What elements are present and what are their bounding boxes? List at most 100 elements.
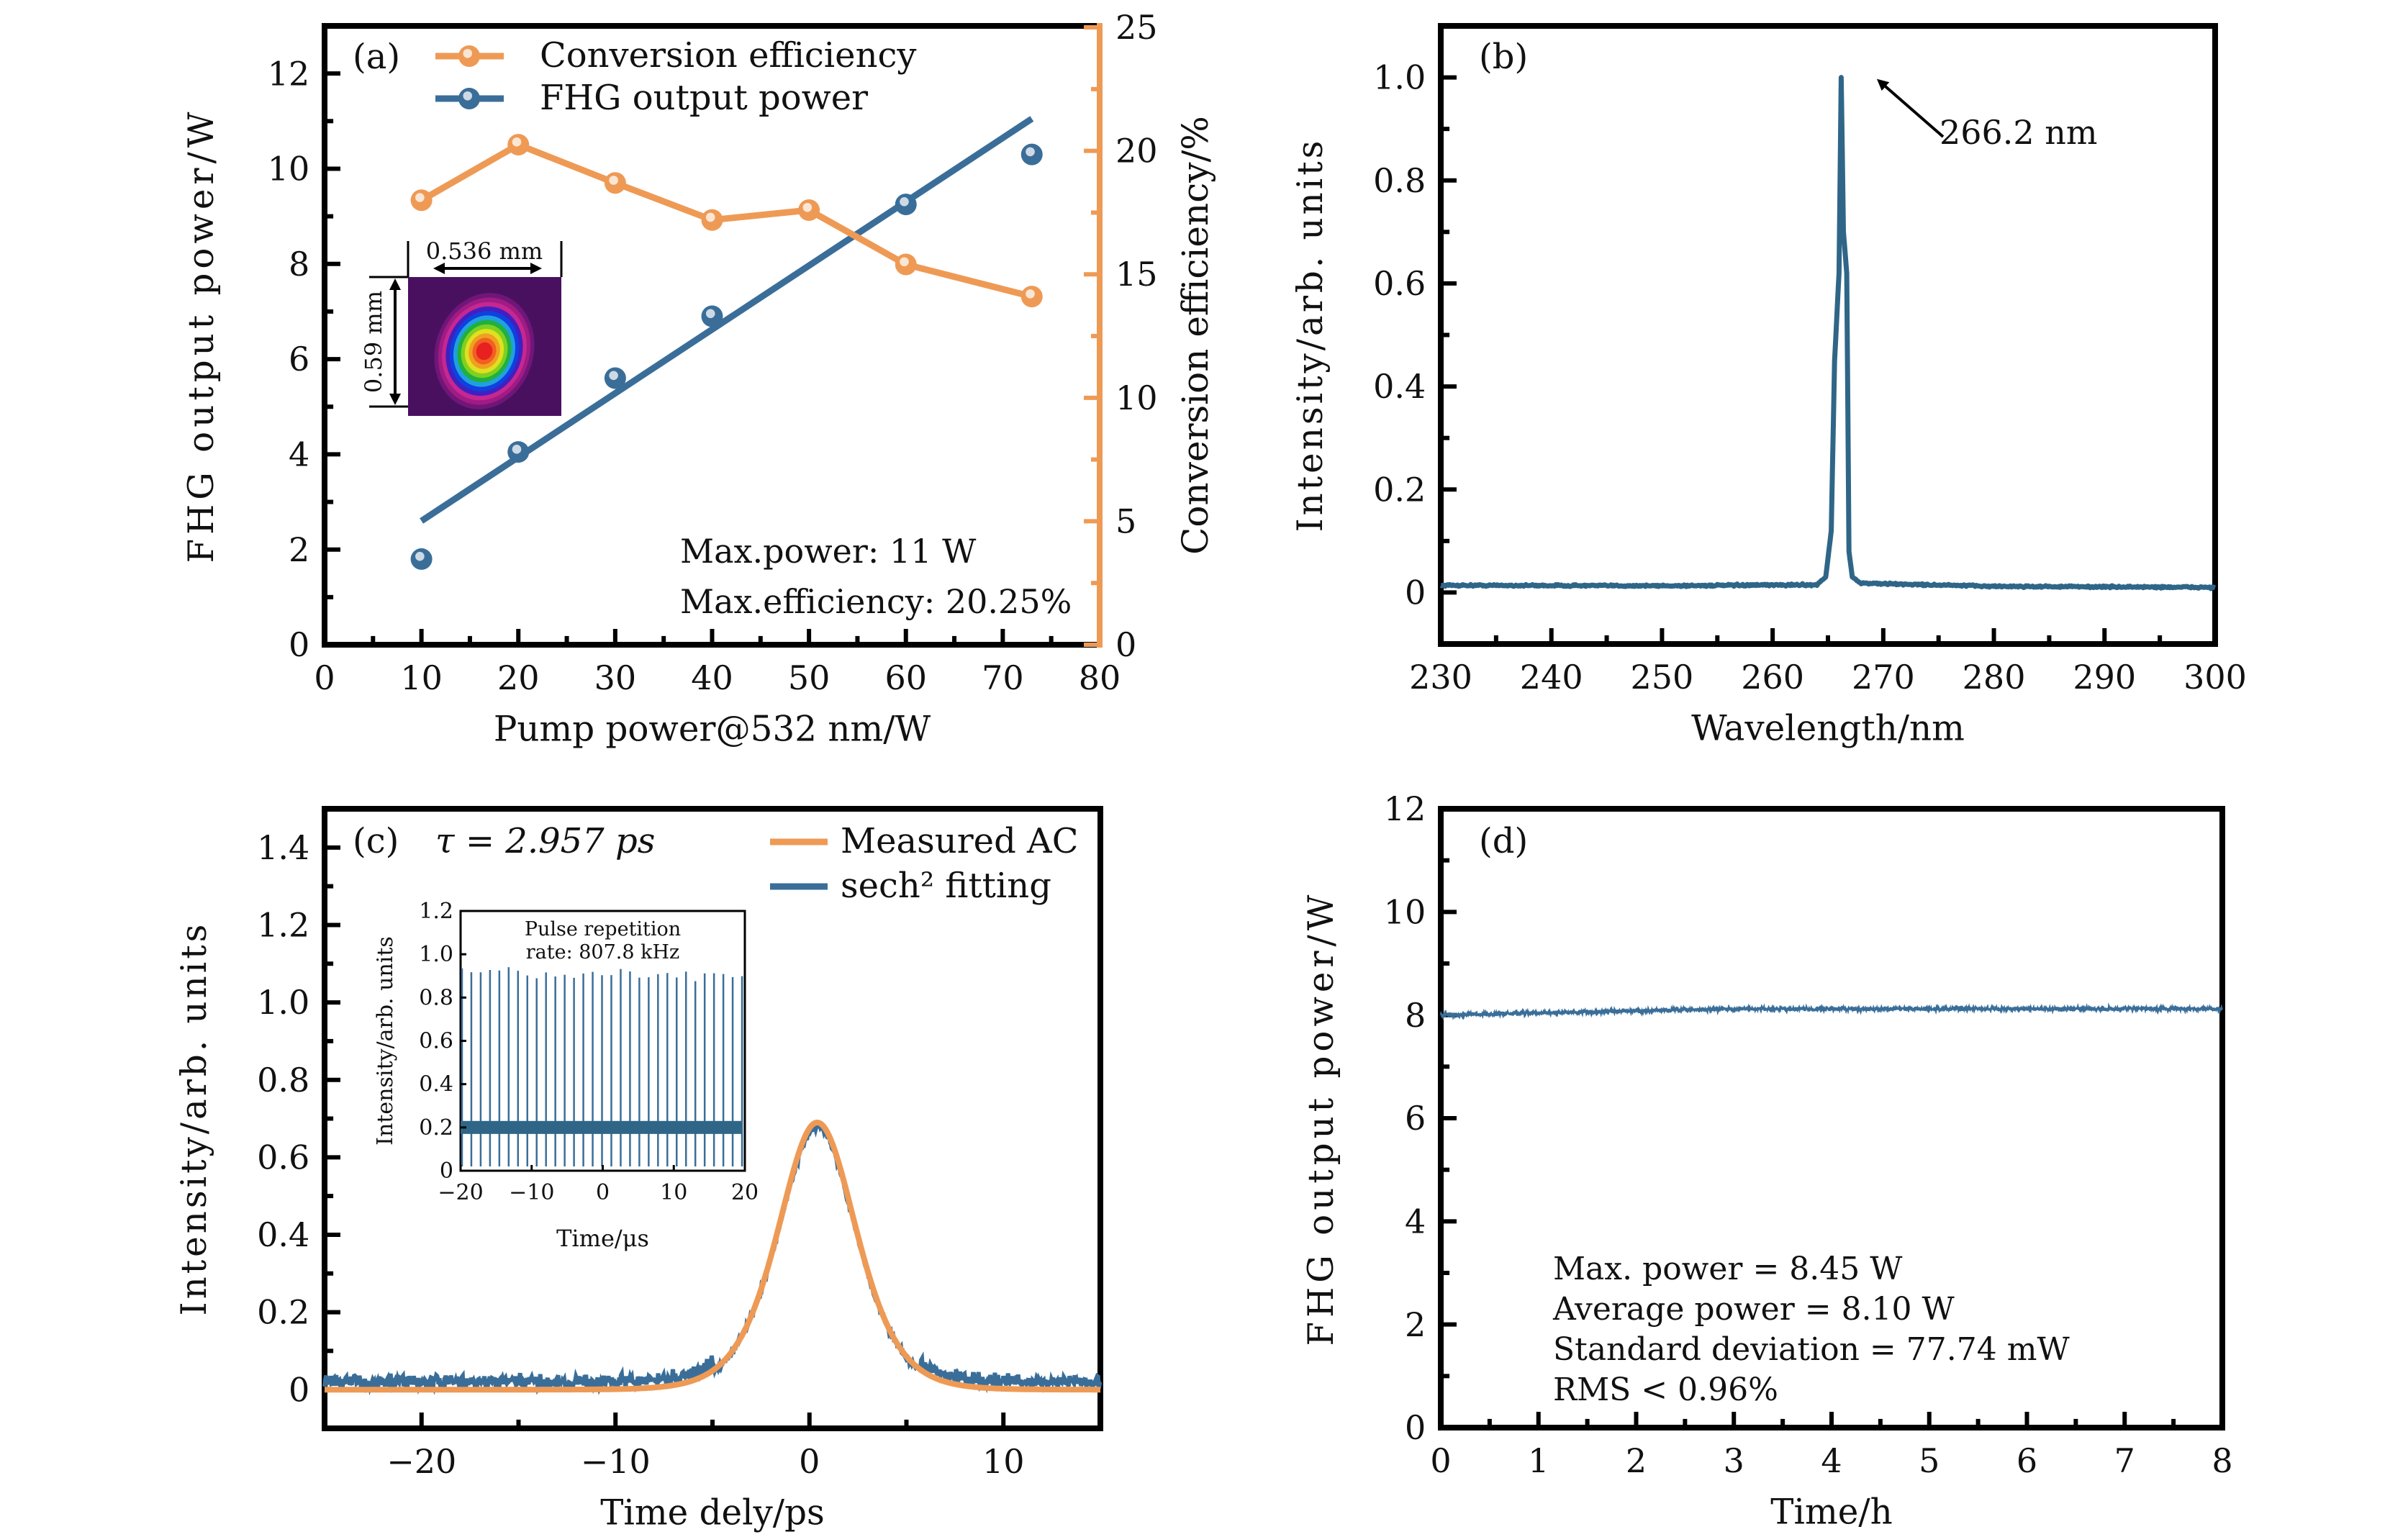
legend-marker-efficiency-highlight	[463, 48, 473, 58]
power-point-highlight	[705, 309, 715, 319]
power-point	[1020, 143, 1043, 166]
x-tick-label: 6	[2017, 1441, 2037, 1480]
panel-label: (d)	[1479, 821, 1528, 861]
y-tick-label: 0.8	[257, 1061, 309, 1100]
y-tick-label: 2	[289, 530, 309, 569]
pulse-train-inset: −20 −10 0 10 20 0 0.2 0.4 0.6 0.8 1.0 1.2 Pulse repe…	[373, 899, 759, 1252]
inset-y-tick-label: 0	[440, 1159, 453, 1184]
inset-y-tick-label: 0.4	[419, 1072, 453, 1097]
x-tick-label: 60	[884, 658, 927, 697]
y-tick-label: 6	[1405, 1099, 1426, 1138]
y-tick-label: 0	[289, 1370, 309, 1409]
x-tick-label: 230	[1409, 658, 1472, 697]
x-tick-label: 7	[2114, 1441, 2135, 1480]
x-tick-label: −10	[581, 1442, 651, 1481]
y-tick-label: 4	[289, 435, 309, 473]
x-axis-title: Time dely/ps	[600, 1492, 825, 1533]
x-tick-label: 2	[1626, 1441, 1647, 1480]
x-tick-label: 3	[1724, 1441, 1744, 1480]
inset-y-title: Intensity/arb. units	[373, 936, 398, 1146]
y-tick-label: 0.4	[1373, 367, 1426, 406]
panel-label: (a)	[353, 37, 400, 77]
legend-label-fit: sech² fitting	[841, 866, 1051, 906]
y-axis-title: FHG output power/W	[1301, 891, 1341, 1346]
width-label: 0.536 mm	[426, 237, 543, 265]
peak-annotation: 266.2 nm	[1939, 113, 2098, 152]
right-tick-label: 20	[1115, 132, 1158, 171]
right-tick-label: 15	[1115, 255, 1158, 294]
y-tick-label: 1.0	[1373, 58, 1426, 97]
power-point	[507, 441, 530, 463]
right-tick-label: 25	[1115, 8, 1158, 47]
x-tick-label: 250	[1631, 658, 1694, 697]
x-tick-label: 30	[594, 658, 637, 697]
y-tick-label: 0	[1405, 1408, 1426, 1447]
x-tick-label: 5	[1919, 1441, 1939, 1480]
stat-annotation: Max. power = 8.45 W	[1553, 1251, 1903, 1287]
power-point	[604, 367, 626, 389]
x-tick-label: 0	[799, 1442, 820, 1481]
power-trace	[1439, 1002, 2224, 1021]
panel-label: (b)	[1479, 37, 1528, 77]
inset-y-tick-label: 0.8	[419, 985, 453, 1010]
x-axis-title: Pump power@532 nm/W	[494, 709, 931, 749]
right-axis-title: Conversion efficiency/%	[1174, 116, 1216, 555]
legend-label-power: FHG output power	[540, 78, 868, 118]
x-tick-label: 8	[2212, 1441, 2232, 1480]
efficiency-point-highlight	[802, 202, 813, 212]
y-axis-title: Intensity/arb. units	[174, 922, 214, 1316]
x-tick-label: 10	[982, 1442, 1025, 1481]
efficiency-point	[1020, 286, 1043, 308]
inset-title-1: Pulse repetition	[525, 918, 681, 940]
power-point-highlight	[609, 371, 618, 381]
x-tick-label: 280	[1963, 658, 2026, 697]
inset-x-tick-label: −20	[438, 1180, 483, 1205]
efficiency-point	[701, 209, 723, 231]
y-tick-label: 0.2	[1373, 470, 1426, 509]
efficiency-point-highlight	[512, 137, 522, 147]
x-tick-label: 20	[497, 658, 540, 697]
x-tick-label: 270	[1852, 658, 1915, 697]
y-tick-label: 6	[289, 340, 309, 378]
stat-annotation: RMS < 0.96%	[1553, 1371, 1778, 1408]
efficiency-point-highlight	[415, 193, 425, 202]
power-point-highlight	[900, 197, 909, 207]
x-tick-label: 40	[691, 658, 733, 697]
x-tick-label: 0	[314, 658, 335, 697]
inset-x-title: Time/μs	[556, 1225, 649, 1252]
x-tick-label: 4	[1821, 1441, 1842, 1480]
y-tick-label: 0	[1405, 573, 1426, 612]
y-tick-label: 2	[1405, 1305, 1426, 1344]
x-axis-title: Time/h	[1770, 1492, 1892, 1532]
x-tick-label: 260	[1741, 658, 1804, 697]
inset-x-tick-label: 20	[731, 1180, 759, 1205]
efficiency-point	[798, 199, 820, 222]
panel-b: 230 240 250 260 270 280 290 300 0 0.2 0.4 0.6 0.8 1.0…	[1290, 23, 2247, 748]
y-tick-label: 0.8	[1373, 161, 1426, 200]
x-tick-label: −20	[386, 1442, 456, 1481]
efficiency-point-highlight	[705, 212, 715, 222]
x-tick-label: 70	[982, 658, 1024, 697]
inset-y-tick-label: 1.2	[419, 899, 453, 924]
inset-y-tick-label: 0.2	[419, 1115, 453, 1141]
y-tick-label: 1.2	[257, 906, 309, 945]
annotation-max-power: Max.power: 11 W	[680, 532, 977, 571]
y-tick-label: 10	[1384, 892, 1426, 931]
x-tick-label: 10	[400, 658, 443, 697]
y-tick-label: 12	[1384, 789, 1426, 828]
peak-arrow	[1876, 78, 1945, 138]
efficiency-point	[410, 189, 433, 212]
y-tick-label: 8	[1405, 996, 1426, 1035]
y-tick-label: 12	[268, 54, 310, 93]
right-tick-label: 5	[1115, 502, 1136, 540]
annotation-max-efficiency: Max.efficiency: 20.25%	[680, 582, 1072, 621]
y-tick-label: 0.6	[257, 1138, 309, 1176]
power-point-highlight	[512, 445, 522, 454]
efficiency-line	[420, 141, 1033, 300]
power-point-highlight	[415, 551, 425, 561]
measured-ac-line	[325, 1119, 1100, 1393]
y-tick-label: 8	[289, 245, 309, 284]
